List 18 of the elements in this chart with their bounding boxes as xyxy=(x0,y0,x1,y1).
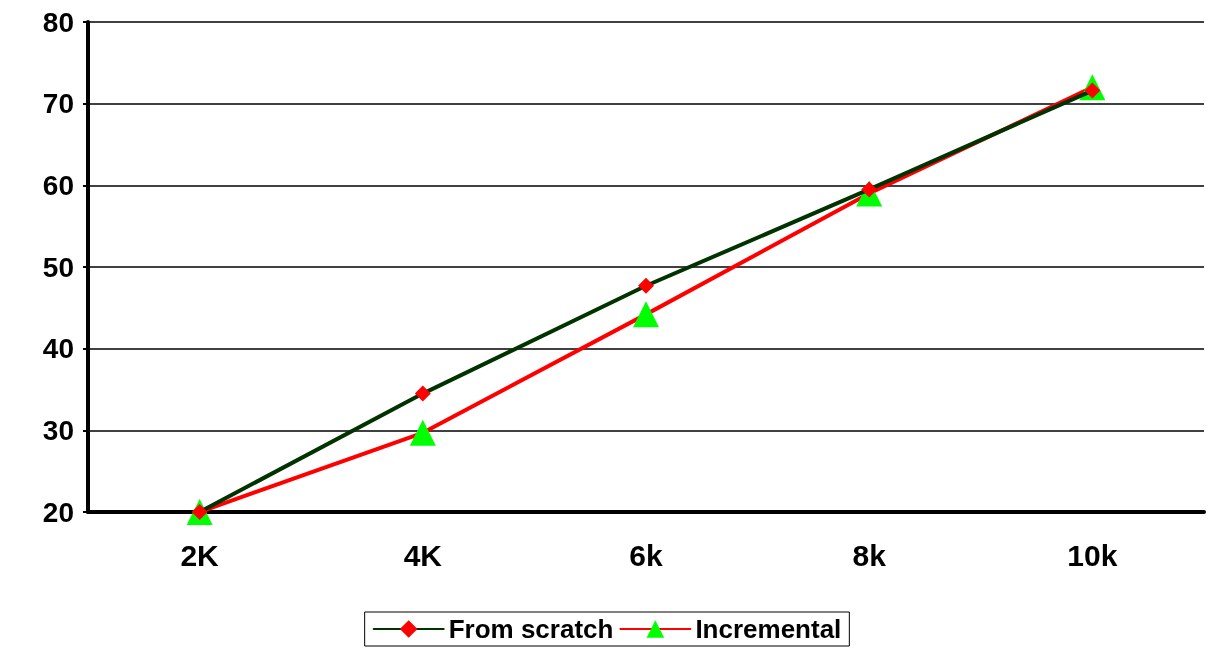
y-tick-label: 70 xyxy=(42,88,74,120)
y-tick-label: 30 xyxy=(42,414,74,446)
point xyxy=(414,385,431,402)
x-tick-label: 10k xyxy=(1067,538,1118,572)
legend-label: From scratch xyxy=(448,614,614,644)
y-tick-label: 50 xyxy=(42,251,74,283)
x-tick-label: 6k xyxy=(629,538,663,572)
y-tick-label: 80 xyxy=(42,6,74,38)
point xyxy=(638,277,654,294)
y-tick-label: 40 xyxy=(42,333,74,365)
x-tick-label: 8k xyxy=(852,538,887,572)
y-tick-label: 60 xyxy=(42,169,74,201)
x-tick-label: 2K xyxy=(180,538,220,572)
y-tick-label: 20 xyxy=(42,496,74,528)
point xyxy=(409,419,436,446)
legend-label: Incremental xyxy=(695,614,842,644)
point xyxy=(633,301,659,328)
x-tick-label: 4K xyxy=(403,538,443,572)
